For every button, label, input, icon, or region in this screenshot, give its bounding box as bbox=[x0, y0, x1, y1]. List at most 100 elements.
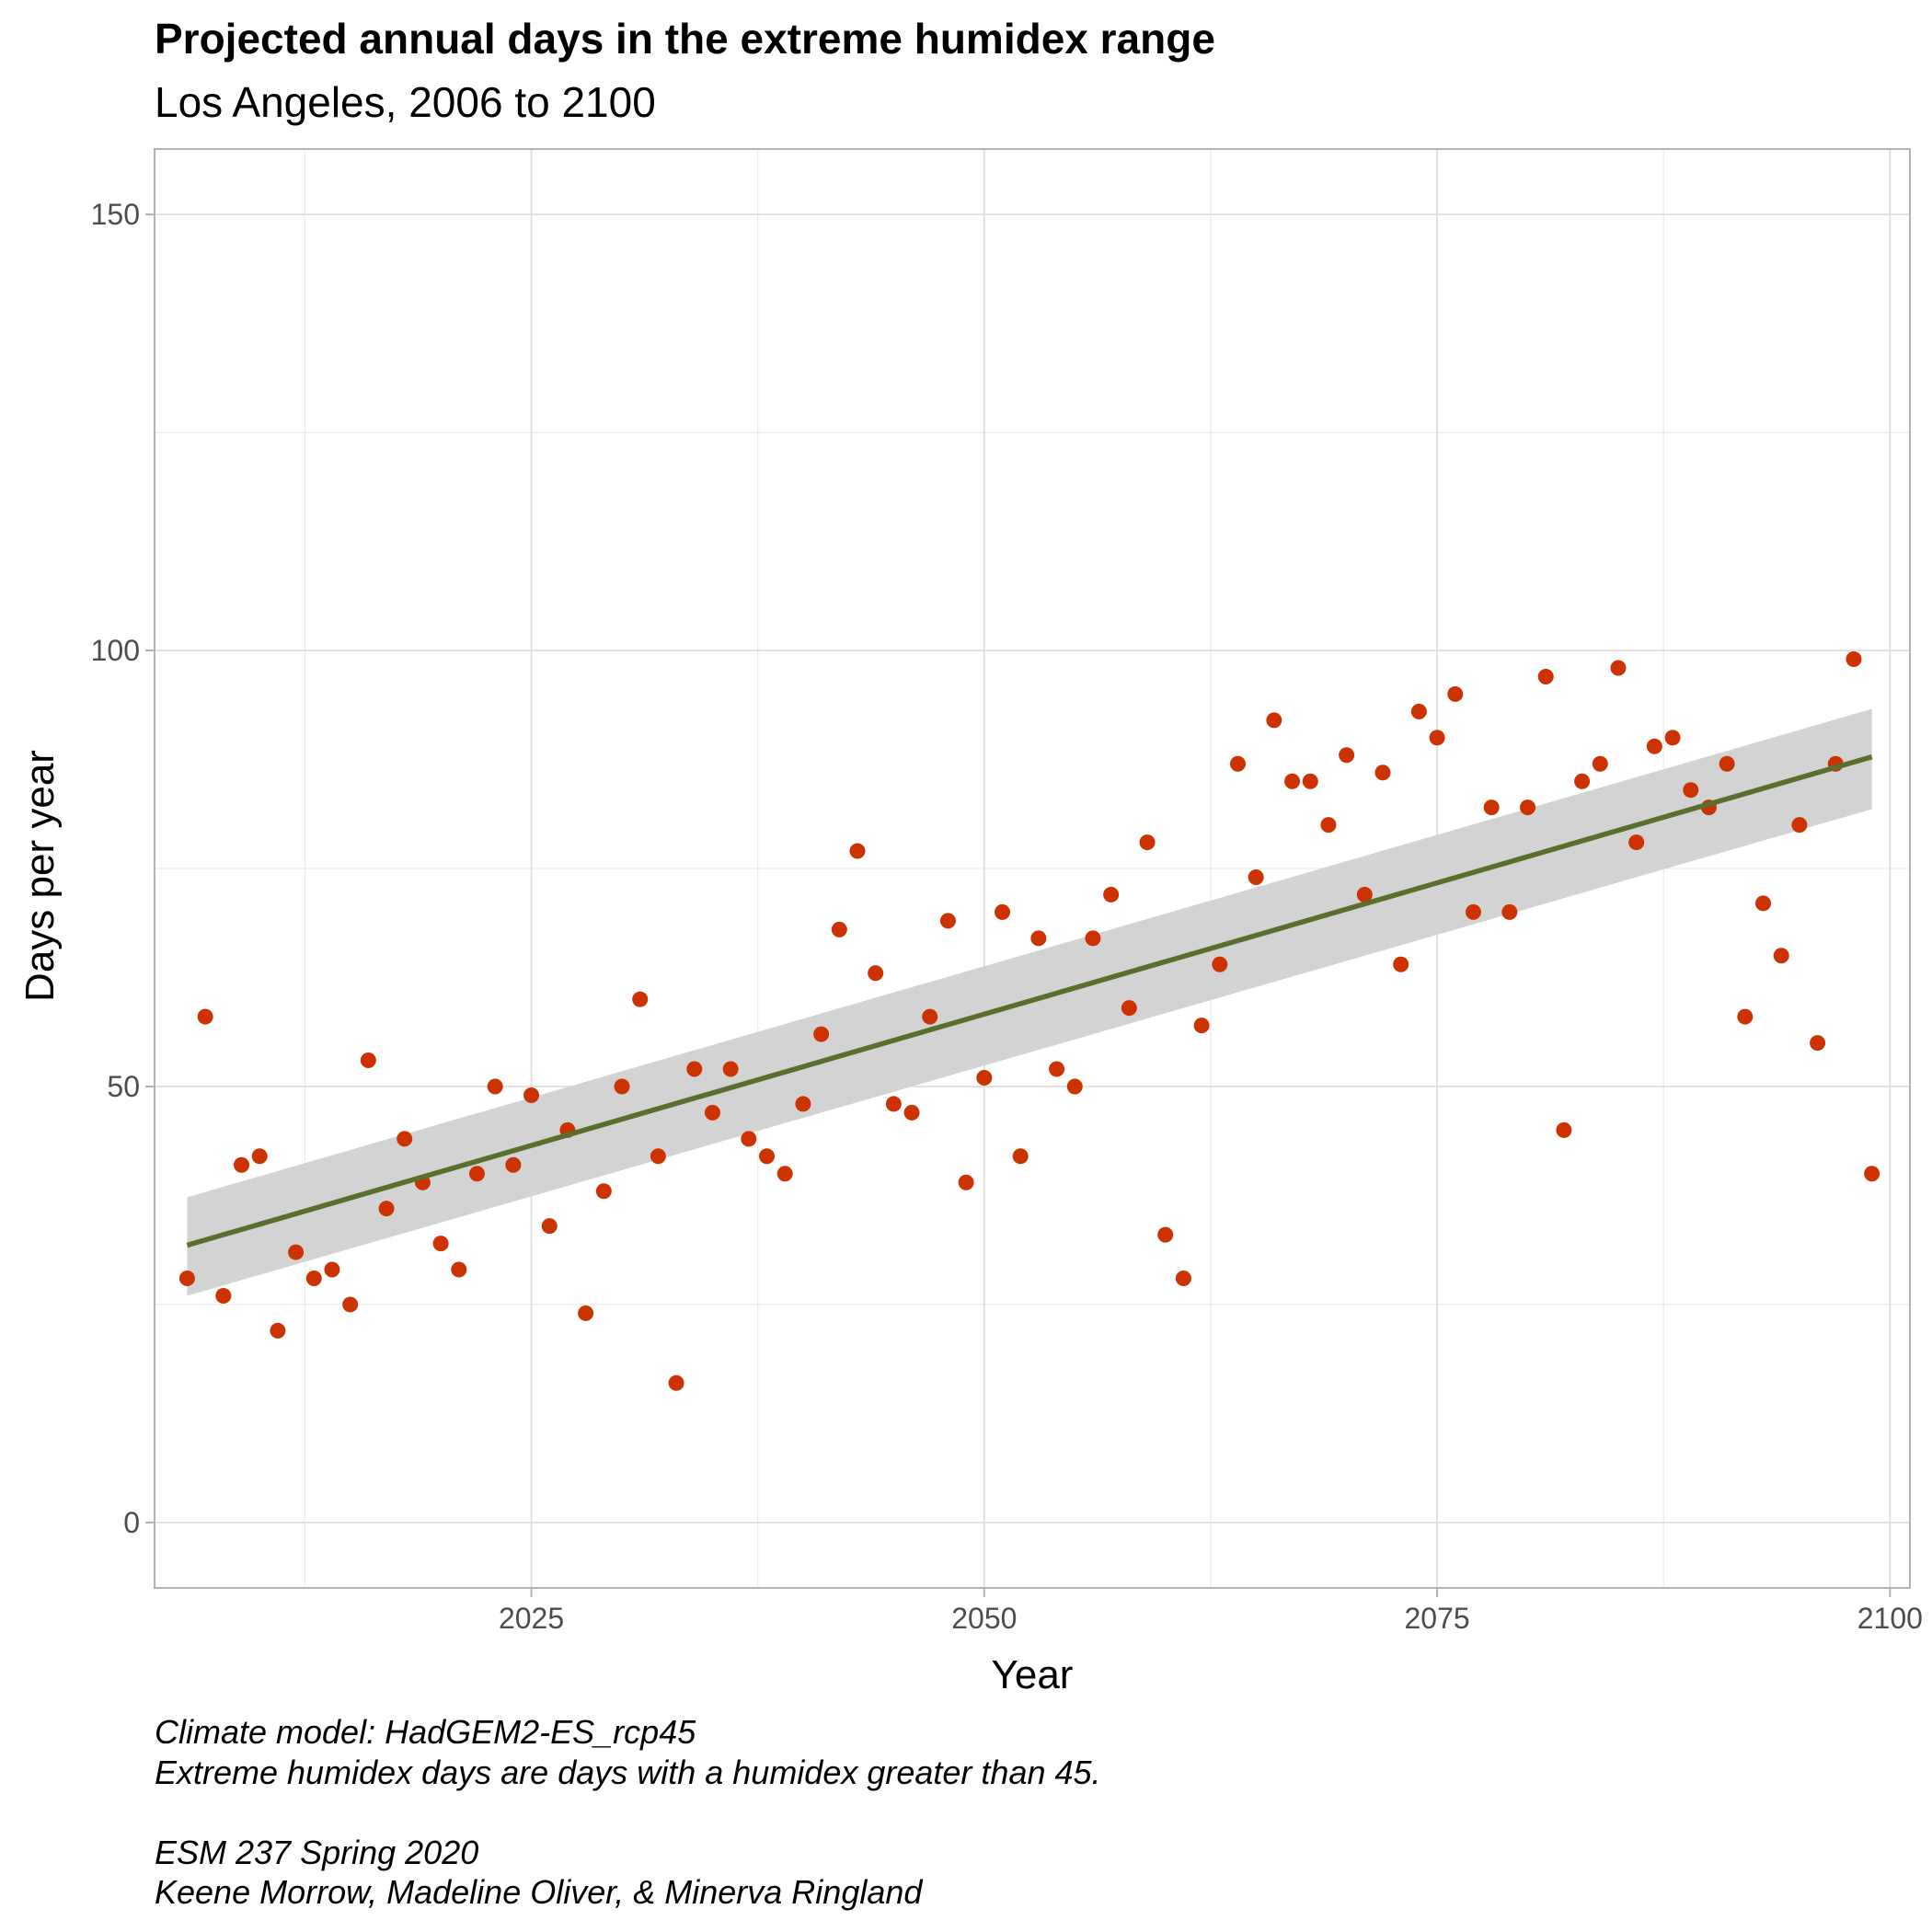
panel-border bbox=[154, 148, 1911, 1589]
data-point bbox=[234, 1156, 250, 1173]
data-point bbox=[903, 1104, 920, 1121]
data-point bbox=[305, 1271, 322, 1287]
data-point bbox=[1664, 730, 1681, 746]
data-point bbox=[1556, 1121, 1572, 1138]
data-point bbox=[1121, 1000, 1137, 1017]
y-axis-title: Days per year bbox=[17, 750, 63, 1002]
data-point bbox=[342, 1296, 359, 1313]
data-point bbox=[578, 1305, 594, 1321]
data-point bbox=[1810, 1035, 1826, 1052]
data-point bbox=[1229, 755, 1246, 772]
data-point bbox=[650, 1148, 666, 1165]
data-point bbox=[1755, 895, 1772, 912]
data-point bbox=[976, 1069, 993, 1086]
data-point bbox=[1610, 660, 1627, 676]
data-point bbox=[1791, 817, 1808, 834]
data-point bbox=[288, 1244, 305, 1260]
data-point bbox=[1103, 886, 1120, 903]
data-point bbox=[1447, 685, 1464, 702]
data-point bbox=[505, 1156, 522, 1173]
chart-subtitle: Los Angeles, 2006 to 2100 bbox=[155, 78, 656, 126]
data-point bbox=[795, 1096, 811, 1112]
data-point bbox=[1846, 651, 1862, 668]
data-point bbox=[397, 1131, 413, 1147]
data-point bbox=[1212, 956, 1228, 972]
data-point bbox=[722, 1061, 739, 1077]
data-point bbox=[1339, 747, 1355, 764]
data-point bbox=[432, 1236, 449, 1252]
data-point bbox=[1646, 738, 1662, 754]
data-point bbox=[324, 1261, 340, 1278]
data-point bbox=[704, 1104, 720, 1121]
data-point bbox=[360, 1052, 376, 1069]
data-point bbox=[868, 965, 884, 982]
trend-line-layer bbox=[186, 754, 1873, 1248]
data-point bbox=[595, 1183, 612, 1200]
y-tick-label: 100 bbox=[91, 634, 140, 667]
data-point bbox=[776, 1166, 793, 1182]
data-point bbox=[614, 1078, 630, 1095]
data-point bbox=[178, 1271, 195, 1287]
trend-line bbox=[186, 754, 1873, 1248]
data-point bbox=[1284, 773, 1301, 789]
data-point bbox=[668, 1374, 684, 1391]
data-point bbox=[1501, 903, 1518, 920]
data-point bbox=[1520, 799, 1536, 816]
data-point bbox=[1157, 1226, 1174, 1243]
data-point bbox=[1139, 834, 1156, 851]
caption-line-model: Climate model: HadGEM2-ES_rcp45 bbox=[155, 1713, 696, 1751]
x-tick-label: 2100 bbox=[1857, 1602, 1923, 1635]
caption-line-course: ESM 237 Spring 2020 bbox=[155, 1834, 478, 1871]
data-point bbox=[1302, 773, 1318, 789]
data-point bbox=[1465, 903, 1481, 920]
data-point bbox=[468, 1166, 485, 1182]
x-tick-label: 2025 bbox=[499, 1602, 564, 1635]
data-point bbox=[1049, 1061, 1065, 1077]
axis-ticks: 2025 2050 2075 2100 0 50 100 150 bbox=[91, 198, 1923, 1635]
data-point bbox=[1628, 834, 1645, 851]
data-point bbox=[1374, 765, 1391, 781]
data-point bbox=[197, 1008, 213, 1025]
caption-line-authors: Keene Morrow, Madeline Oliver, & Minerva… bbox=[155, 1873, 923, 1911]
data-point bbox=[1066, 1078, 1083, 1095]
data-point bbox=[939, 913, 956, 929]
data-point bbox=[215, 1287, 232, 1304]
data-point bbox=[1085, 930, 1101, 947]
data-point bbox=[270, 1322, 286, 1339]
x-tick-label: 2050 bbox=[951, 1602, 1017, 1635]
data-point bbox=[1012, 1148, 1029, 1165]
gridlines bbox=[155, 149, 1910, 1588]
data-point bbox=[1683, 782, 1699, 799]
data-points bbox=[178, 651, 1880, 1391]
data-point bbox=[378, 1201, 395, 1217]
data-point bbox=[813, 1026, 830, 1042]
data-point bbox=[1483, 799, 1500, 816]
data-point bbox=[541, 1218, 558, 1235]
data-point bbox=[487, 1078, 503, 1095]
data-point bbox=[1356, 886, 1373, 903]
data-point bbox=[885, 1096, 902, 1112]
data-point bbox=[831, 921, 847, 937]
data-point bbox=[1175, 1271, 1191, 1287]
y-tick-label: 50 bbox=[107, 1070, 140, 1103]
data-point bbox=[1320, 817, 1337, 834]
data-point bbox=[1248, 868, 1264, 885]
data-point bbox=[686, 1061, 703, 1077]
data-point bbox=[251, 1148, 268, 1165]
y-tick-label: 0 bbox=[123, 1506, 140, 1539]
data-point bbox=[1574, 773, 1591, 789]
data-point bbox=[1193, 1018, 1210, 1034]
data-point bbox=[741, 1131, 757, 1147]
data-point bbox=[759, 1148, 776, 1165]
y-tick-label: 150 bbox=[91, 198, 140, 231]
caption-line-definition: Extreme humidex days are days with a hum… bbox=[155, 1754, 1101, 1791]
data-point bbox=[632, 991, 649, 1007]
data-point bbox=[849, 843, 866, 859]
data-point bbox=[523, 1087, 540, 1103]
chart-title: Projected annual days in the extreme hum… bbox=[155, 15, 1215, 63]
data-point bbox=[1266, 712, 1282, 729]
data-point bbox=[1592, 755, 1608, 772]
data-point bbox=[1737, 1008, 1754, 1025]
data-point bbox=[451, 1261, 467, 1278]
